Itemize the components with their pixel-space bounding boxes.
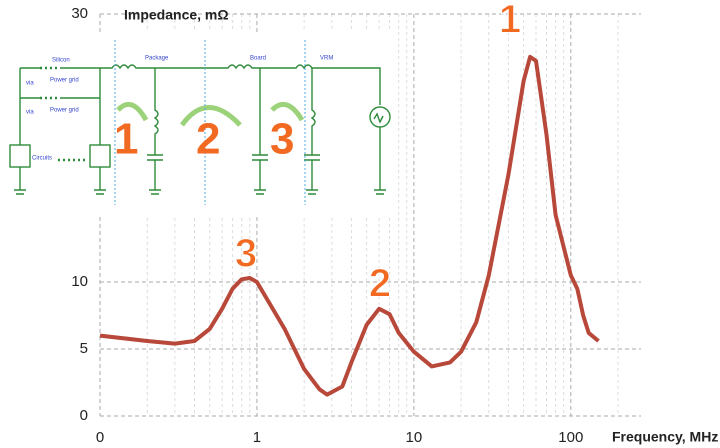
x-tick-label: 0 (96, 429, 104, 446)
loop-number: 2 (196, 115, 220, 164)
section-label: VRM (320, 56, 333, 62)
inset-background (0, 32, 392, 216)
ellipsis (40, 66, 85, 162)
circuit (9, 64, 391, 195)
y-tick-label: 5 (80, 340, 88, 357)
peak-annotation: 2 (369, 262, 391, 306)
via-label: via (26, 81, 34, 87)
section-label: Board (250, 56, 266, 62)
via-label: via (26, 110, 34, 116)
x-axis-label: Frequency, MHz (612, 429, 718, 445)
peak-annotation: 3 (235, 232, 257, 276)
power-grid-label: Power grid (50, 108, 79, 114)
power-grid-label: Power grid (50, 78, 79, 84)
inset-diagram: Silicon Package Board VRM via via Power … (0, 32, 392, 216)
section-label: Package (145, 56, 169, 62)
impedance-line (99, 54, 600, 397)
loop-number: 3 (270, 115, 294, 164)
y-axis-label: Impedance, mΩ (124, 7, 229, 23)
peak-annotation: 1 (499, 0, 521, 42)
circuits-label: Circuits (32, 156, 52, 162)
loop-number: 1 (114, 115, 138, 164)
y-tick-label: 30 (71, 5, 88, 22)
section-label: Silicon (52, 58, 70, 64)
y-tick-label: 0 (80, 407, 88, 424)
x-tick-label: 10 (406, 429, 423, 446)
x-tick-label: 100 (558, 429, 583, 446)
y-tick-label: 10 (71, 273, 88, 290)
x-tick-label: 1 (253, 429, 261, 446)
